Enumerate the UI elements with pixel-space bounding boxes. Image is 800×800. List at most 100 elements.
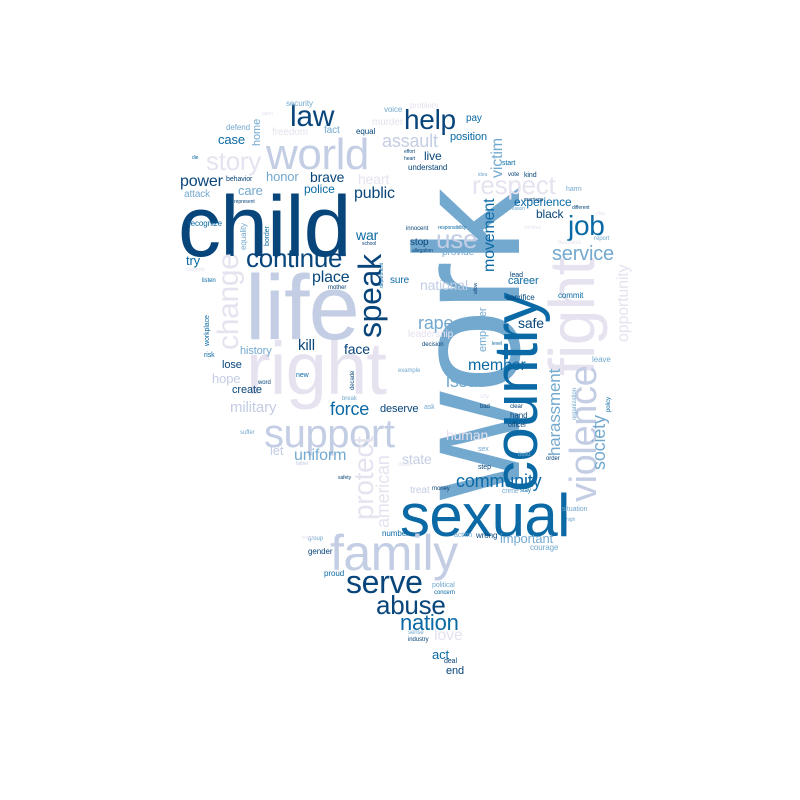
word-equality: equality: [239, 223, 248, 250]
word-movement: movement: [481, 198, 498, 272]
word-represent: represent: [234, 199, 255, 205]
word-leadership: leadership: [408, 329, 454, 340]
word-let: let: [270, 443, 284, 458]
word-group: group: [308, 536, 324, 542]
word-safety: safety: [338, 475, 352, 481]
word-bad: bad: [480, 404, 490, 410]
word-decision: decision: [422, 342, 444, 348]
word-example: example: [398, 368, 421, 374]
word-kind: kind: [524, 172, 537, 179]
word-nation: nation: [400, 610, 459, 635]
word-live: live: [424, 149, 442, 163]
word-step: step: [478, 464, 491, 471]
word-effort: effort: [404, 149, 416, 155]
word-level: level: [492, 341, 503, 347]
word-use: use: [436, 224, 478, 254]
word-commit: commit: [558, 291, 584, 300]
word-support: support: [264, 412, 395, 456]
word-leave: leave: [592, 355, 611, 364]
word-case: case: [218, 132, 245, 147]
word-listen: listen: [202, 278, 216, 284]
word-defend: defend: [226, 123, 250, 132]
word-security: security: [286, 99, 313, 108]
word-murder: murder: [372, 117, 404, 128]
word-society: society: [589, 415, 609, 470]
word-serve: serve: [346, 564, 423, 600]
word-service: service: [552, 243, 614, 265]
word-child: child: [178, 179, 351, 275]
word-school: school: [362, 241, 377, 247]
word-decade: decade: [350, 370, 356, 390]
word-build: build: [518, 452, 531, 458]
word-opportunity: opportunity: [615, 264, 632, 342]
word-high: high: [566, 517, 576, 523]
word-heart2: heart: [404, 156, 416, 162]
word-history: history: [240, 345, 272, 357]
word-organization: organization: [572, 388, 578, 420]
word-fact: fact: [324, 125, 340, 136]
word-report: report: [594, 236, 610, 242]
word-policy: policy: [606, 397, 612, 412]
word-hand: hand: [510, 411, 528, 420]
word-job: job: [568, 210, 605, 241]
word-proud: proud: [324, 569, 345, 578]
word-ask: ask: [424, 404, 435, 411]
word-allegation: allegation: [412, 248, 433, 254]
word-force: force: [330, 399, 370, 419]
word-gender: gender: [308, 547, 333, 556]
word-voice: voice: [384, 105, 403, 114]
word-allow: allow: [473, 282, 479, 294]
word-safe: safe: [518, 315, 544, 331]
word-crime: crime: [502, 488, 519, 495]
word-innocent: innocent: [406, 226, 429, 232]
word-important: important: [500, 531, 554, 546]
word-community: community: [456, 471, 542, 491]
word-reason: reason: [510, 206, 525, 212]
word-play: play: [596, 211, 605, 217]
word-world: world: [266, 130, 369, 179]
word-right: right: [246, 327, 387, 410]
word-wrong: wrong: [476, 531, 498, 540]
word-human: human: [446, 427, 489, 443]
word-empower: empower: [477, 307, 489, 352]
word-word: word: [258, 380, 271, 386]
word-workplace: workplace: [204, 315, 211, 346]
word-pay: pay: [466, 113, 482, 124]
word-die: die: [192, 155, 199, 161]
word-sexual: sexual: [400, 482, 570, 549]
word-care: care: [238, 183, 263, 198]
word-domestic: domestic: [186, 267, 206, 273]
word-new: new: [296, 372, 309, 379]
word-help: help: [404, 104, 456, 135]
word-place: place: [312, 269, 350, 286]
word-treat: treat: [410, 485, 430, 496]
word-start: start: [502, 160, 516, 167]
word-harassment: harassment: [545, 368, 564, 456]
word-act: act: [432, 647, 449, 662]
word-business: business: [558, 240, 582, 246]
word-courage: courage: [530, 543, 559, 552]
word-marriage: marriage: [524, 197, 544, 203]
word-kill: kill: [298, 337, 315, 354]
word-stop: stop: [410, 237, 429, 248]
word-create: create: [232, 384, 262, 396]
word-department: department: [379, 263, 385, 288]
word-behavior: behavior: [226, 176, 253, 183]
word-power: power: [180, 173, 223, 190]
word-father: father: [296, 461, 309, 467]
word-respect: respect: [472, 170, 556, 200]
word-member: member: [468, 357, 526, 374]
word-responsibility: responsibility: [438, 225, 467, 231]
word-deal: deal: [444, 658, 457, 665]
word-money: money: [432, 486, 450, 492]
word-mother: mother: [328, 285, 347, 291]
word-officer: officer: [508, 422, 527, 429]
word-leader: leader: [302, 535, 316, 541]
word-understand: understand: [408, 163, 448, 172]
word-american: american: [373, 455, 393, 528]
word-lead: lead: [510, 272, 523, 279]
word-break: break: [342, 396, 357, 402]
word-situation: situation: [562, 506, 588, 513]
word-family: family: [330, 525, 458, 581]
word-national: national: [420, 277, 468, 293]
